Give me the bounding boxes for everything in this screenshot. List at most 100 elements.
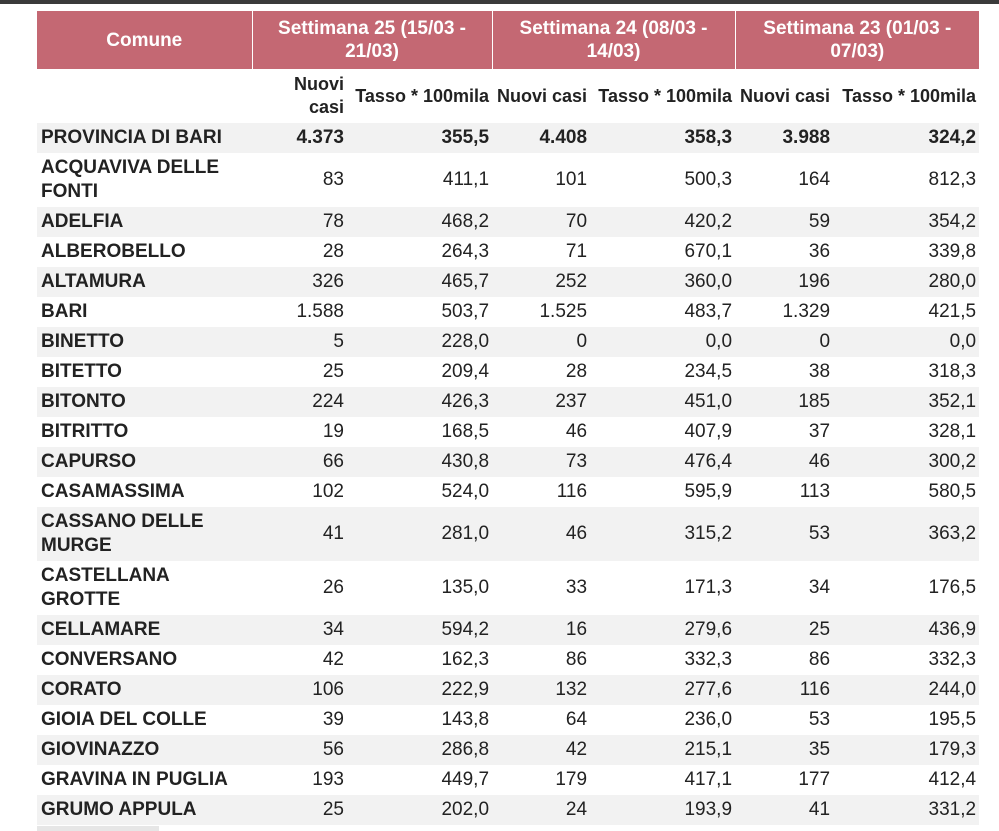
w23-new-cases-cell: 41 xyxy=(735,795,834,825)
w24-new-cases-cell: 4.408 xyxy=(492,123,591,153)
w25-new-cases-cell: 28 xyxy=(252,237,347,267)
comune-cell: ALBEROBELLO xyxy=(37,237,252,267)
w25-new-cases-cell: 26 xyxy=(252,561,347,615)
w25-rate-cell: 430,8 xyxy=(347,447,493,477)
cases-table: Comune Settimana 25 (15/03 - 21/03) Sett… xyxy=(37,11,980,825)
comune-cell: BITRITTO xyxy=(37,417,252,447)
w25-rate-cell: 594,2 xyxy=(347,615,493,645)
table-row: GIOIA DEL COLLE 39 143,8 64 236,0 53 195,5 xyxy=(37,705,980,735)
w24-new-cases-cell: 86 xyxy=(492,645,591,675)
w23-rate-cell: 280,0 xyxy=(833,267,980,297)
w25-rate-cell: 264,3 xyxy=(347,237,493,267)
comune-cell: CASTELLANA GROTTE xyxy=(37,561,252,615)
w25-new-cases-cell: 224 xyxy=(252,387,347,417)
w23-rate-cell: 354,2 xyxy=(833,207,980,237)
w25-rate-cell: 162,3 xyxy=(347,645,493,675)
w24-new-cases-cell: 28 xyxy=(492,357,591,387)
w23-rate-cell: 331,2 xyxy=(833,795,980,825)
table-row: ACQUAVIVA DELLE FONTI 83 411,1 101 500,3 164 8… xyxy=(37,153,980,207)
week-25-header: Settimana 25 (15/03 - 21/03) xyxy=(251,11,493,69)
w24-new-cases-header: Nuovi casi xyxy=(492,69,591,123)
w23-rate-cell: 436,9 xyxy=(833,615,980,645)
w25-rate-cell: 411,1 xyxy=(347,153,493,207)
w24-rate-cell: 360,0 xyxy=(590,267,736,297)
w23-new-cases-cell: 1.329 xyxy=(735,297,834,327)
w24-rate-cell: 595,9 xyxy=(590,477,736,507)
w25-rate-cell: 202,0 xyxy=(347,795,493,825)
w24-rate-cell: 236,0 xyxy=(590,705,736,735)
w25-rate-cell: 281,0 xyxy=(347,507,493,561)
w23-new-cases-cell: 0 xyxy=(735,327,834,357)
w23-rate-cell: 195,5 xyxy=(833,705,980,735)
w25-new-cases-cell: 83 xyxy=(252,153,347,207)
w23-rate-cell: 179,3 xyxy=(833,735,980,765)
w25-new-cases-cell: 5 xyxy=(252,327,347,357)
table-row: CONVERSANO 42 162,3 86 332,3 86 332,3 xyxy=(37,645,980,675)
bottom-scroll-shade xyxy=(37,826,159,831)
comune-header: Comune xyxy=(37,11,252,69)
w25-rate-cell: 168,5 xyxy=(347,417,493,447)
w24-new-cases-cell: 101 xyxy=(492,153,591,207)
w23-new-cases-cell: 34 xyxy=(735,561,834,615)
w24-new-cases-cell: 64 xyxy=(492,705,591,735)
w23-rate-cell: 580,5 xyxy=(833,477,980,507)
w25-new-cases-cell: 106 xyxy=(252,675,347,705)
w25-rate-header: Tasso * 100mila xyxy=(347,69,493,123)
w25-new-cases-cell: 78 xyxy=(252,207,347,237)
w23-new-cases-cell: 53 xyxy=(735,507,834,561)
w23-new-cases-cell: 53 xyxy=(735,705,834,735)
w23-new-cases-cell: 38 xyxy=(735,357,834,387)
w24-new-cases-cell: 16 xyxy=(492,615,591,645)
w24-rate-cell: 500,3 xyxy=(590,153,736,207)
table-row: ALTAMURA 326 465,7 252 360,0 196 280,0 xyxy=(37,267,980,297)
w23-new-cases-cell: 196 xyxy=(735,267,834,297)
w24-rate-cell: 476,4 xyxy=(590,447,736,477)
w24-rate-cell: 407,9 xyxy=(590,417,736,447)
w25-rate-cell: 465,7 xyxy=(347,267,493,297)
w24-new-cases-cell: 42 xyxy=(492,735,591,765)
week-24-header: Settimana 24 (08/03 - 14/03) xyxy=(491,11,736,69)
comune-cell: CAPURSO xyxy=(37,447,252,477)
w24-new-cases-cell: 252 xyxy=(492,267,591,297)
w25-new-cases-cell: 1.588 xyxy=(252,297,347,327)
w25-rate-cell: 524,0 xyxy=(347,477,493,507)
w24-new-cases-cell: 237 xyxy=(492,387,591,417)
w23-new-cases-cell: 116 xyxy=(735,675,834,705)
w24-new-cases-cell: 1.525 xyxy=(492,297,591,327)
w24-rate-cell: 358,3 xyxy=(590,123,736,153)
w25-new-cases-cell: 19 xyxy=(252,417,347,447)
w24-new-cases-cell: 46 xyxy=(492,417,591,447)
w23-rate-header: Tasso * 100mila xyxy=(833,69,980,123)
w23-rate-cell: 300,2 xyxy=(833,447,980,477)
w24-new-cases-cell: 132 xyxy=(492,675,591,705)
w23-new-cases-cell: 37 xyxy=(735,417,834,447)
table-row: CAPURSO 66 430,8 73 476,4 46 300,2 xyxy=(37,447,980,477)
table-row: CELLAMARE 34 594,2 16 279,6 25 436,9 xyxy=(37,615,980,645)
w24-rate-cell: 483,7 xyxy=(590,297,736,327)
w23-rate-cell: 332,3 xyxy=(833,645,980,675)
table-body: PROVINCIA DI BARI 4.373 355,5 4.408 358,3 3.9… xyxy=(37,123,980,825)
header-group-row: Comune Settimana 25 (15/03 - 21/03) Sett… xyxy=(37,11,980,69)
comune-cell: ALTAMURA xyxy=(37,267,252,297)
table-row: BITRITTO 19 168,5 46 407,9 37 328,1 xyxy=(37,417,980,447)
w25-new-cases-cell: 4.373 xyxy=(252,123,347,153)
w24-rate-cell: 417,1 xyxy=(590,765,736,795)
w23-new-cases-cell: 185 xyxy=(735,387,834,417)
w24-rate-cell: 215,1 xyxy=(590,735,736,765)
w25-new-cases-cell: 66 xyxy=(252,447,347,477)
w23-rate-cell: 421,5 xyxy=(833,297,980,327)
province-total-row: PROVINCIA DI BARI 4.373 355,5 4.408 358,3 3.9… xyxy=(37,123,980,153)
w23-new-cases-cell: 25 xyxy=(735,615,834,645)
comune-cell: CELLAMARE xyxy=(37,615,252,645)
w24-rate-cell: 277,6 xyxy=(590,675,736,705)
table-row: GRAVINA IN PUGLIA 193 449,7 179 417,1 177 412,… xyxy=(37,765,980,795)
cases-table-container: Comune Settimana 25 (15/03 - 21/03) Sett… xyxy=(37,11,980,825)
w25-new-cases-header: Nuovi casi xyxy=(252,69,347,123)
w25-new-cases-cell: 34 xyxy=(252,615,347,645)
comune-cell: BARI xyxy=(37,297,252,327)
w23-rate-cell: 352,1 xyxy=(833,387,980,417)
w23-new-cases-cell: 46 xyxy=(735,447,834,477)
w25-new-cases-cell: 41 xyxy=(252,507,347,561)
table-row: ADELFIA 78 468,2 70 420,2 59 354,2 xyxy=(37,207,980,237)
